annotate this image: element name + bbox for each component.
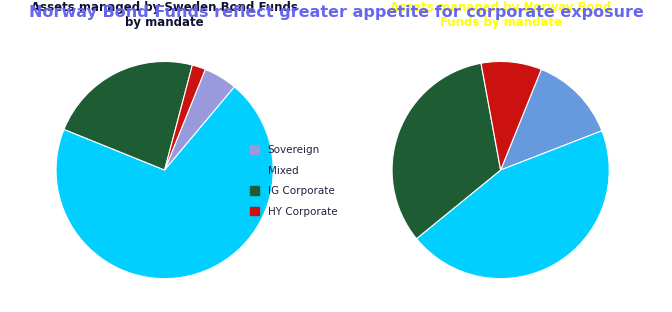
Wedge shape xyxy=(165,65,206,170)
Wedge shape xyxy=(392,63,501,239)
Wedge shape xyxy=(165,69,235,170)
Wedge shape xyxy=(501,69,602,170)
Legend: Sovereign, Mixed, IG Corporate, HY Corporate: Sovereign, Mixed, IG Corporate, HY Corpo… xyxy=(345,310,656,312)
Legend: Sovereign, Mixed, IG Corporate, HY Corporate: Sovereign, Mixed, IG Corporate, HY Corpo… xyxy=(246,141,341,221)
Title: Assets managed by Norway Bond
Funds by mandate: Assets managed by Norway Bond Funds by m… xyxy=(390,1,612,29)
Text: Norway Bond Funds reflect greater appetite for corporate exposure: Norway Bond Funds reflect greater appeti… xyxy=(29,5,643,20)
Wedge shape xyxy=(481,61,542,170)
Wedge shape xyxy=(64,61,192,170)
Title: Assets managed by Sweden Bond Funds
by mandate: Assets managed by Sweden Bond Funds by m… xyxy=(31,1,298,29)
Wedge shape xyxy=(56,87,274,279)
Wedge shape xyxy=(417,131,610,279)
